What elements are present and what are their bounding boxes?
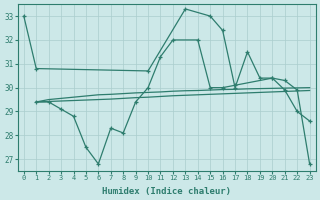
X-axis label: Humidex (Indice chaleur): Humidex (Indice chaleur): [102, 187, 231, 196]
